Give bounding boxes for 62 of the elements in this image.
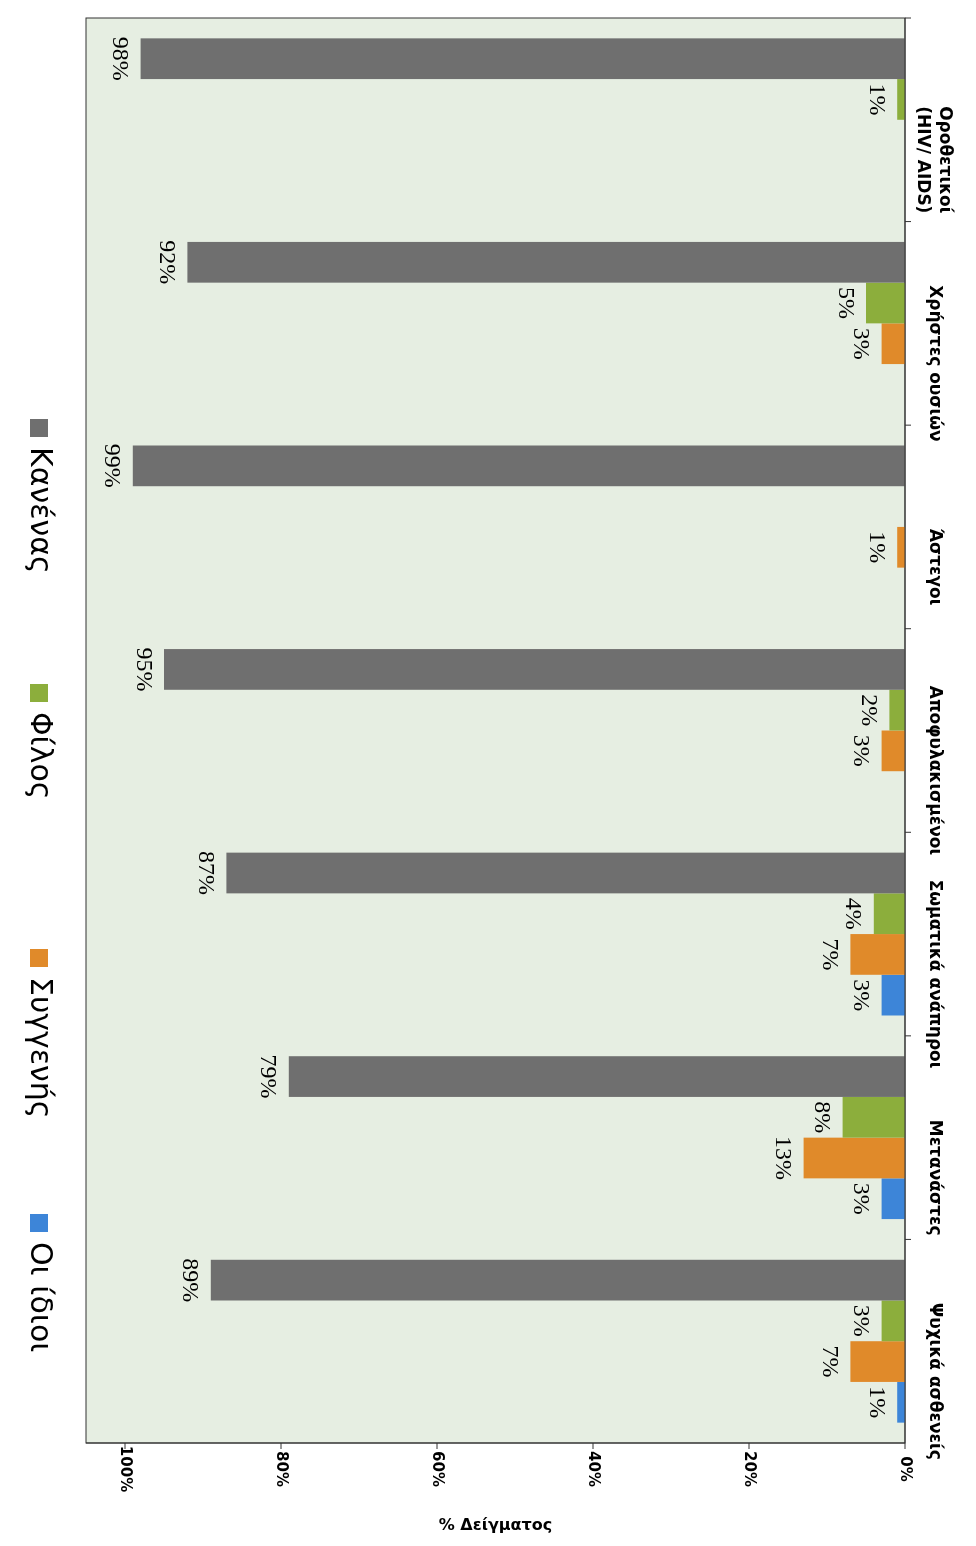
bar	[897, 79, 905, 120]
bar	[881, 1300, 905, 1342]
bar	[881, 323, 905, 365]
data-label: 95%	[131, 647, 158, 692]
bar	[288, 1056, 905, 1097]
x-tick-label: 100%	[116, 1445, 135, 1493]
data-label: 99%	[100, 443, 127, 488]
bar	[889, 689, 905, 731]
data-label: 92%	[154, 240, 181, 285]
bar	[850, 934, 905, 975]
bar	[132, 445, 905, 487]
data-label: 98%	[108, 36, 135, 81]
data-label: 79%	[256, 1054, 283, 1099]
data-label: 3%	[849, 979, 876, 1012]
x-tick-label: 80%	[272, 1451, 291, 1487]
data-label: 3%	[849, 327, 876, 360]
y-tick-label: Ψυχικά ασθενείς	[926, 1302, 946, 1460]
x-tick-label: 20%	[740, 1451, 759, 1487]
y-tick-label: Σωματικά ανάπηροι	[926, 879, 946, 1069]
legend-label: Κανένας	[23, 447, 59, 574]
bar	[842, 1096, 905, 1138]
legend-label: Συγγενής	[23, 977, 59, 1119]
x-tick-label: 40%	[584, 1451, 603, 1487]
bar	[897, 526, 905, 568]
bar	[187, 241, 905, 283]
y-tick-label: Αποφυλακισμένοι	[926, 685, 946, 856]
y-tick-label: Μετανάστες	[926, 1119, 946, 1236]
data-label: 87%	[193, 851, 220, 895]
data-label: 3%	[849, 734, 876, 767]
y-tick-label: Χρήστες ουσιών	[926, 285, 946, 442]
data-label: 1%	[864, 531, 891, 564]
bar	[140, 38, 905, 80]
bar	[164, 649, 905, 690]
y-tick-label: Άστεγοι	[926, 528, 946, 606]
bar	[881, 1178, 905, 1220]
data-label: 13%	[771, 1136, 798, 1180]
bar	[873, 893, 905, 935]
bar	[866, 282, 905, 324]
data-label: 89%	[178, 1258, 205, 1303]
bar	[850, 1341, 905, 1382]
data-label: 8%	[810, 1101, 837, 1134]
y-tick-label: Οροθετικοί (HIV/ AIDS)	[914, 106, 956, 214]
x-tick-label: 0%	[896, 1456, 915, 1482]
bar	[881, 730, 905, 772]
data-label: 3%	[849, 1304, 876, 1337]
data-label: 2%	[856, 694, 883, 727]
data-label: 7%	[817, 938, 844, 971]
data-label: 7%	[817, 1345, 844, 1378]
legend-label: Φίλος	[23, 712, 59, 800]
legend-label: Οι ίδιοι	[23, 1242, 59, 1353]
bar	[897, 1381, 905, 1423]
x-tick-label: 60%	[428, 1451, 447, 1487]
data-label: 3%	[849, 1182, 876, 1215]
data-label: 1%	[864, 83, 891, 116]
data-label: 1%	[864, 1386, 891, 1419]
bar	[881, 974, 905, 1016]
bar	[226, 852, 905, 894]
bar	[803, 1137, 905, 1179]
data-label: 4%	[841, 897, 868, 930]
x-axis-title: % Δείγματος	[438, 1515, 553, 1534]
bar	[210, 1259, 905, 1301]
data-label: 5%	[833, 287, 860, 319]
